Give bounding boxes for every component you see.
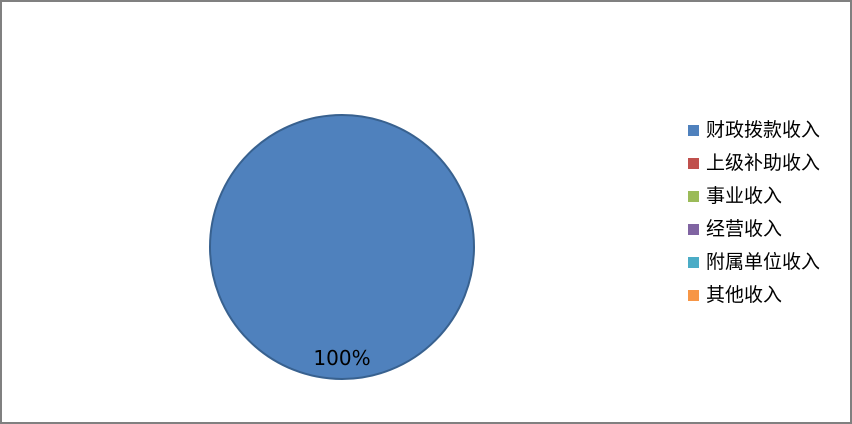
legend-item[interactable]: 其他收入 bbox=[688, 279, 820, 312]
legend-item[interactable]: 上级补助收入 bbox=[688, 147, 820, 180]
pie-slice-fiscal-appropriation[interactable] bbox=[209, 114, 475, 380]
legend-swatch-icon bbox=[688, 125, 699, 136]
legend-label: 上级补助收入 bbox=[706, 152, 821, 174]
legend-item[interactable]: 事业收入 bbox=[688, 180, 820, 213]
chart-legend: 财政拨款收入 上级补助收入 事业收入 经营收入 附属单位收入 其他收入 bbox=[688, 114, 820, 312]
legend-item[interactable]: 经营收入 bbox=[688, 213, 820, 246]
legend-item[interactable]: 附属单位收入 bbox=[688, 246, 820, 279]
legend-swatch-icon bbox=[688, 224, 699, 235]
pie-data-label: 100% bbox=[313, 346, 371, 370]
legend-swatch-icon bbox=[688, 290, 699, 301]
legend-label: 其他收入 bbox=[706, 284, 783, 306]
legend-label: 事业收入 bbox=[706, 185, 783, 207]
legend-swatch-icon bbox=[688, 158, 699, 169]
legend-swatch-icon bbox=[688, 257, 699, 268]
legend-label: 经营收入 bbox=[706, 218, 783, 240]
legend-label: 附属单位收入 bbox=[706, 251, 821, 273]
legend-swatch-icon bbox=[688, 191, 699, 202]
legend-item[interactable]: 财政拨款收入 bbox=[688, 114, 820, 147]
legend-label: 财政拨款收入 bbox=[706, 119, 821, 141]
